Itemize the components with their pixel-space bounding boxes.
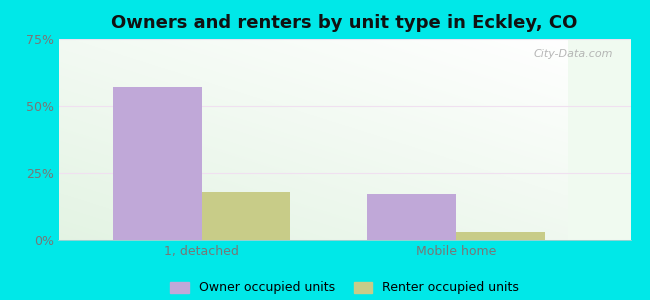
Title: Owners and renters by unit type in Eckley, CO: Owners and renters by unit type in Eckle… xyxy=(111,14,578,32)
Bar xyxy=(112,87,202,240)
Legend: Owner occupied units, Renter occupied units: Owner occupied units, Renter occupied un… xyxy=(165,276,524,299)
Bar xyxy=(202,192,291,240)
Bar xyxy=(367,194,456,240)
Bar xyxy=(456,232,545,240)
Text: City-Data.com: City-Data.com xyxy=(534,49,614,59)
